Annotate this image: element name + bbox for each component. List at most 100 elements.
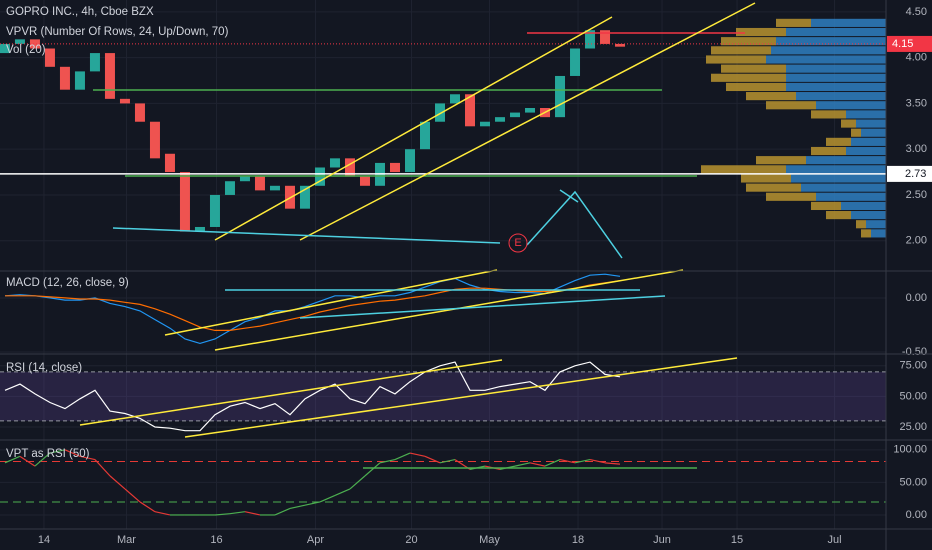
candle	[269, 185, 280, 191]
indicator-segment	[364, 462, 381, 477]
y-tick-label: 2.00	[906, 235, 927, 247]
candle	[89, 53, 100, 72]
indicator-segment	[319, 494, 336, 503]
indicator-segment	[124, 488, 141, 503]
candle	[149, 121, 160, 159]
candle	[239, 176, 250, 182]
profile-up-bar	[816, 101, 886, 110]
indicator-segment	[274, 507, 291, 516]
earnings-marker	[508, 233, 528, 253]
drawings	[79, 2, 756, 469]
indicator-segment	[289, 504, 306, 510]
level-label: 2.73	[905, 168, 926, 180]
candle	[194, 226, 205, 232]
profile-up-bar	[811, 18, 886, 27]
profile-down-bar	[851, 128, 861, 137]
indicator-line	[4, 361, 621, 432]
x-tick-label: Jun	[653, 534, 671, 546]
candle	[14, 39, 25, 44]
candle	[615, 43, 626, 47]
candle	[495, 117, 506, 122]
x-tick-label: 14	[38, 534, 50, 546]
candle	[585, 30, 596, 49]
profile-down-bar	[736, 27, 786, 37]
candle	[104, 53, 115, 99]
y-tick-label: -0.50	[902, 346, 927, 358]
indicator-segment	[304, 501, 321, 506]
candle	[224, 181, 235, 195]
profile-up-bar	[871, 229, 886, 238]
indicator-line	[4, 273, 621, 345]
profile-up-bar	[801, 183, 886, 192]
profile-down-bar	[811, 146, 846, 156]
indicator-segment	[424, 455, 441, 464]
profile-down-bar	[826, 137, 851, 146]
channel-line	[214, 269, 684, 351]
price-label: 4.15	[892, 38, 913, 50]
profile-up-bar	[786, 165, 886, 174]
indicator-segment	[439, 459, 456, 464]
channel-line	[79, 359, 503, 426]
profile-up-bar	[786, 73, 886, 82]
candle	[570, 48, 581, 76]
profile-down-bar	[841, 119, 856, 128]
profile-down-bar	[721, 64, 786, 73]
indicator-segment	[4, 455, 21, 464]
rsi-band	[0, 371, 886, 421]
x-tick-label: 20	[405, 534, 417, 546]
profile-up-bar	[861, 128, 886, 137]
indicator-segment	[394, 452, 411, 461]
indicator-segment	[229, 511, 246, 515]
y-tick-label: 3.50	[906, 97, 927, 109]
indicator-legend: MACD (12, 26, close, 9)	[6, 277, 129, 289]
y-tick-label: 25.00	[899, 421, 927, 433]
profile-down-bar	[746, 92, 796, 101]
indicator-legend: RSI (14, close)	[6, 362, 82, 374]
indicator-segment	[139, 501, 156, 513]
channel-line	[299, 2, 756, 241]
profile-down-bar	[756, 156, 806, 165]
indicator-segment	[244, 511, 261, 516]
indicator-segment	[64, 449, 81, 457]
candle	[600, 30, 611, 44]
indicator-segment	[604, 462, 621, 465]
candle	[465, 94, 476, 127]
indicator-segment	[409, 452, 426, 457]
indicator-segment	[19, 455, 36, 467]
y-tick-label: 4.50	[906, 6, 927, 18]
profile-down-bar	[811, 110, 846, 119]
channel-line	[164, 269, 498, 336]
profile-up-bar	[796, 92, 886, 101]
profile-down-bar	[766, 192, 816, 201]
trend-line	[559, 189, 579, 203]
candle	[344, 158, 355, 177]
indicator-segment	[154, 511, 171, 516]
profile-down-bar	[746, 183, 801, 192]
y-tick-label: 50.00	[899, 390, 927, 402]
indicator-segment	[544, 459, 561, 467]
indicator-segment	[79, 455, 96, 461]
y-tick-label: 3.00	[906, 143, 927, 155]
trend-line	[112, 227, 501, 244]
indicator-segment	[109, 475, 126, 490]
candle	[510, 112, 521, 118]
candle	[0, 43, 10, 54]
profile-down-bar	[861, 229, 871, 238]
indicator-legend: VPVR (Number Of Rows, 24, Up/Down, 70)	[6, 26, 229, 38]
indicator-segment	[559, 459, 576, 464]
candle	[119, 98, 130, 104]
profile-down-bar	[711, 46, 771, 55]
y-tick-label: 100.00	[893, 444, 927, 456]
x-tick-label: Jul	[828, 534, 842, 546]
profile-up-bar	[786, 82, 886, 92]
indicator-segment	[589, 459, 606, 464]
profile-down-bar	[721, 37, 776, 46]
candle	[74, 71, 85, 90]
indicator-segment	[379, 459, 396, 464]
profile-up-bar	[776, 37, 886, 46]
earnings-label: E	[514, 237, 521, 249]
y-tick-label: 2.50	[906, 189, 927, 201]
